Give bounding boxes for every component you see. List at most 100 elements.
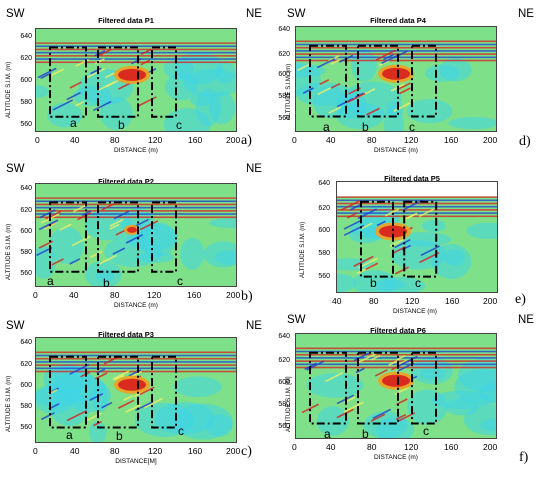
y-tick: 640 (318, 180, 330, 187)
y-tick: 560 (20, 424, 32, 431)
radargram-plot (295, 26, 497, 132)
ne-label: NE (246, 163, 262, 175)
x-tick: 120 (148, 135, 163, 145)
sw-label: SW (6, 163, 25, 175)
segment-label: c (415, 276, 421, 290)
x-tick: 120 (404, 135, 419, 145)
x-tick: 40 (69, 290, 79, 300)
x-tick: 200 (483, 296, 498, 306)
y-tick: 560 (20, 270, 32, 277)
x-tick: 0 (292, 135, 297, 145)
panel-letter: d) (519, 134, 531, 149)
x-tick: 40 (70, 446, 80, 456)
radargram-plot (35, 337, 237, 443)
ne-label: NE (246, 8, 262, 20)
y-tick: 560 (20, 121, 32, 128)
x-tick: 80 (110, 135, 120, 145)
ne-label: NE (246, 320, 262, 332)
y-tick: 560 (318, 273, 330, 280)
y-tick: 620 (20, 55, 32, 62)
segment-label: b (103, 276, 110, 290)
segment-label: a (66, 428, 73, 442)
x-tick: 200 (226, 446, 241, 456)
x-tick: 80 (367, 135, 377, 145)
segment-label: c (178, 424, 184, 438)
x-tick: 160 (444, 442, 459, 452)
x-tick: 160 (445, 296, 460, 306)
segment-label: a (324, 427, 331, 441)
segment-label: b (116, 429, 123, 443)
sw-label: SW (287, 8, 306, 20)
x-tick: 40 (326, 135, 336, 145)
radargram-image (337, 182, 497, 292)
ne-label: NE (518, 314, 534, 326)
panel-title: Filtered data P2 (98, 177, 154, 186)
y-tick: 580 (278, 401, 290, 408)
x-tick: 120 (147, 290, 162, 300)
y-tick: 600 (20, 382, 32, 389)
y-tick: 640 (20, 339, 32, 346)
y-tick: 640 (20, 33, 32, 40)
y-tick: 600 (20, 228, 32, 235)
panel-letter: a) (241, 133, 252, 148)
x-tick: 0 (35, 135, 40, 145)
y-tick: 580 (20, 99, 32, 106)
segment-label: b (118, 118, 125, 132)
segment-label: a (47, 274, 54, 288)
panel-letter: e) (515, 292, 526, 307)
y-tick: 600 (20, 77, 32, 84)
panel-title: Filtered data P5 (384, 174, 440, 183)
x-tick: 200 (226, 135, 241, 145)
radargram-image (36, 29, 236, 131)
sw-label: SW (6, 320, 25, 332)
y-tick: 580 (20, 249, 32, 256)
segment-label: b (370, 276, 377, 290)
y-tick: 620 (318, 205, 330, 212)
y-tick: 620 (278, 357, 290, 364)
x-axis-label: DISTANCE[M] (115, 458, 157, 465)
radargram-plot (35, 183, 237, 287)
radargram-image (296, 27, 496, 131)
radargram-plot (295, 333, 497, 439)
segment-label: a (70, 116, 77, 130)
panel-title: Filtered data P4 (370, 16, 426, 25)
x-tick: 40 (332, 296, 342, 306)
y-tick: 560 (278, 423, 290, 430)
panel-title: Filtered data P1 (98, 16, 154, 25)
x-tick: 120 (405, 296, 420, 306)
y-tick: 580 (20, 403, 32, 410)
y-tick: 620 (278, 51, 290, 58)
y-tick: 620 (20, 207, 32, 214)
x-tick: 40 (70, 135, 80, 145)
radargram-plot (35, 28, 237, 132)
y-tick: 600 (278, 379, 290, 386)
y-tick: 620 (20, 361, 32, 368)
x-tick: 80 (367, 442, 377, 452)
x-tick: 80 (110, 446, 120, 456)
panel-title: Filtered data P6 (370, 326, 426, 335)
x-tick: 200 (226, 290, 241, 300)
radargram-plot (336, 181, 498, 293)
x-tick: 200 (483, 442, 498, 452)
x-tick: 160 (188, 446, 203, 456)
x-tick: 0 (33, 446, 38, 456)
x-tick: 160 (187, 290, 202, 300)
panel-title: Filtered data P3 (98, 330, 154, 339)
radargram-image (296, 334, 496, 438)
x-axis-label: DISTANCE (m) (374, 147, 418, 154)
x-tick: 0 (33, 290, 38, 300)
x-axis-label: DISTANCE (m) (114, 147, 158, 154)
y-tick: 580 (318, 250, 330, 257)
segment-label: a (323, 120, 330, 134)
y-tick: 580 (278, 93, 290, 100)
panel-letter: b) (241, 289, 253, 304)
x-tick: 120 (148, 446, 163, 456)
y-tick: 640 (278, 26, 290, 33)
x-tick: 0 (292, 442, 297, 452)
x-tick: 160 (444, 135, 459, 145)
y-axis-label: ALTITUDE S.l.M. (m) (300, 221, 306, 278)
segment-label: c (177, 274, 183, 288)
radargram-image (36, 184, 236, 286)
y-tick: 560 (278, 115, 290, 122)
sw-label: SW (6, 8, 25, 20)
